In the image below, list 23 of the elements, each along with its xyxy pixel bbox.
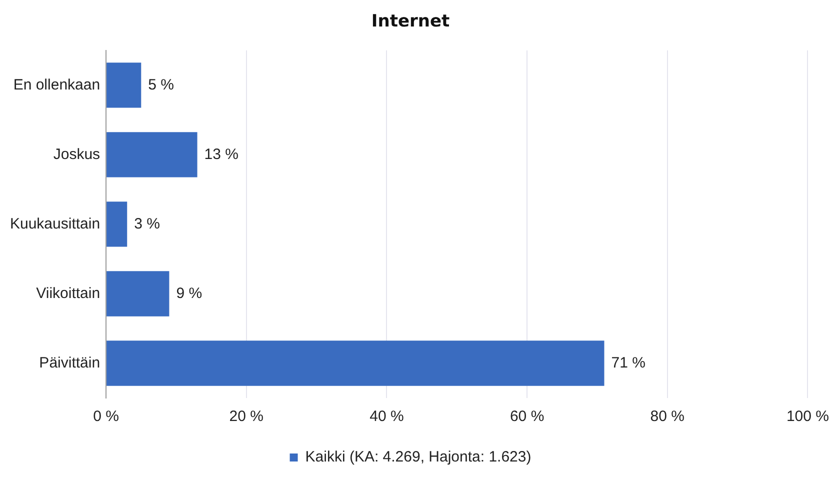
bar (106, 62, 142, 108)
y-tick-label: Kuukausittain (10, 215, 100, 232)
data-label: 71 % (611, 354, 646, 372)
x-tick-label: 100 % (786, 408, 830, 426)
chart-title: Internet (371, 12, 450, 32)
bar (106, 340, 604, 386)
data-label: 5 % (148, 76, 174, 94)
bar (106, 271, 170, 316)
x-tick-label: 0 % (93, 408, 119, 426)
y-tick-label: En ollenkaan (13, 76, 100, 94)
y-tick-label: Viikoittain (36, 284, 100, 302)
bar (106, 132, 198, 178)
legend-label: Kaikki (KA: 4.269, Hajonta: 1.623) (305, 448, 532, 466)
y-tick-label: Päivittäin (39, 354, 100, 372)
x-tick-label: 20 % (229, 408, 264, 426)
y-tick-label: Joskus (53, 146, 100, 163)
x-tick-label: 60 % (510, 408, 544, 426)
data-label: 3 % (134, 215, 160, 232)
x-tick-label: 80 % (650, 408, 684, 426)
x-tick-label: 40 % (370, 408, 404, 426)
data-label: 13 % (204, 146, 238, 163)
bar (106, 202, 128, 247)
data-label: 9 % (176, 284, 202, 302)
